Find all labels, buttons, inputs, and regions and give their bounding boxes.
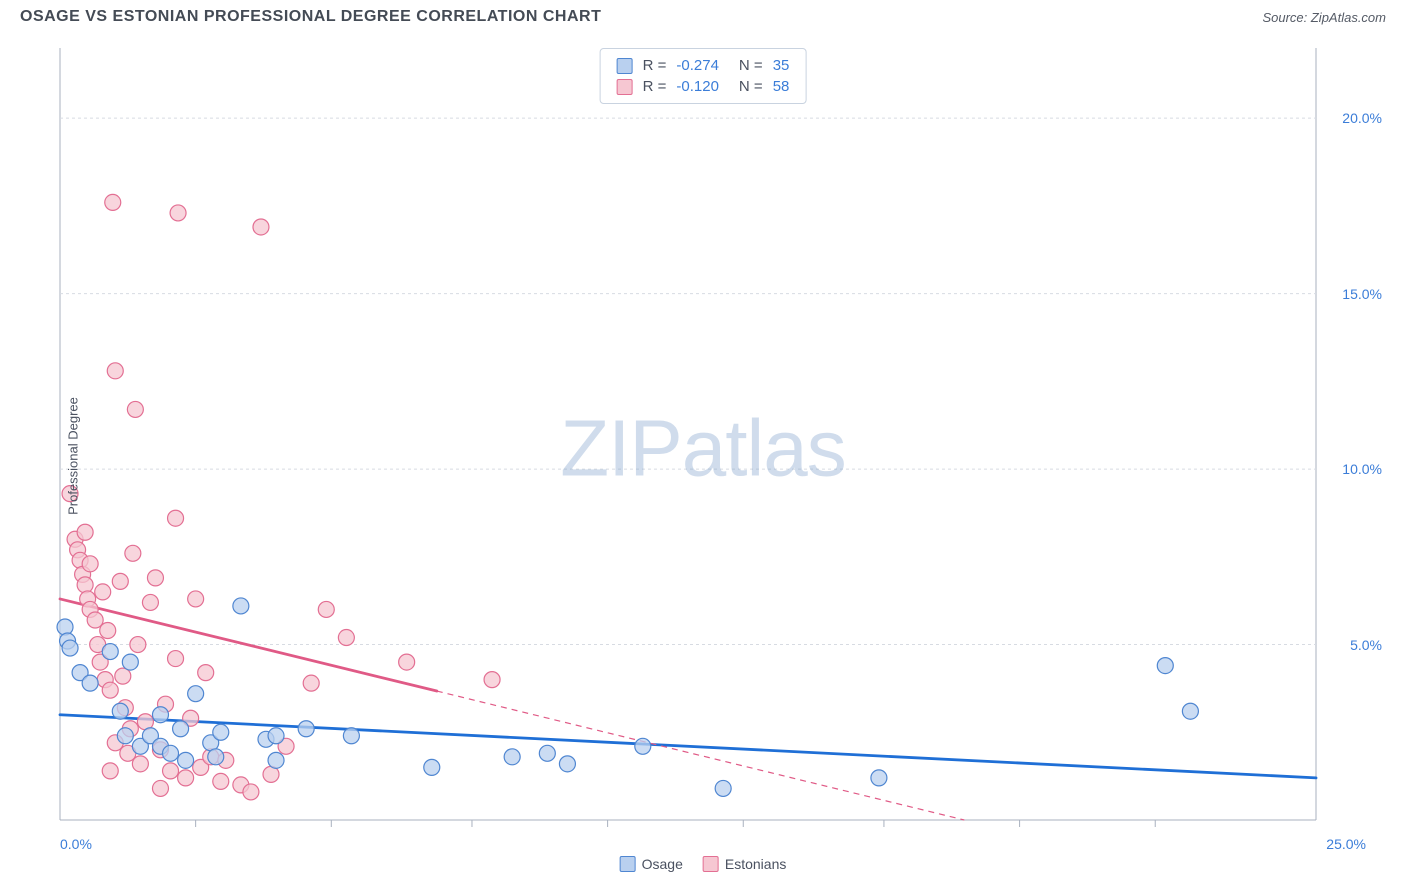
stat-swatch — [617, 58, 633, 74]
legend-swatch — [703, 856, 719, 872]
legend-item-estonians: Estonians — [703, 856, 786, 872]
stat-swatch — [617, 79, 633, 95]
x-tick-min: 0.0% — [60, 836, 92, 852]
stat-r-label: R = — [643, 57, 667, 74]
source-attribution: Source: ZipAtlas.com — [1262, 10, 1386, 25]
stat-r-label: R = — [643, 78, 667, 95]
y-axis-label: Professional Degree — [65, 397, 80, 515]
stat-row-osage: R = -0.274 N = 35 — [617, 55, 790, 76]
chart-title: OSAGE VS ESTONIAN PROFESSIONAL DEGREE CO… — [20, 8, 601, 26]
legend-swatch — [620, 856, 636, 872]
legend-label: Estonians — [725, 856, 786, 872]
stat-n-label: N = — [739, 78, 763, 95]
stat-n-value: 58 — [773, 78, 790, 95]
legend-item-osage: Osage — [620, 856, 683, 872]
scatter-chart — [20, 40, 1386, 872]
stat-r-value: -0.120 — [676, 78, 719, 95]
y-tick-label: 20.0% — [1342, 110, 1382, 126]
x-tick-max: 25.0% — [1326, 836, 1366, 852]
chart-container: Professional Degree ZIPatlas R =-0.274N … — [20, 40, 1386, 872]
y-tick-label: 5.0% — [1350, 637, 1382, 653]
source-name: ZipAtlas.com — [1311, 10, 1386, 25]
y-tick-label: 15.0% — [1342, 286, 1382, 302]
stat-n-value: 35 — [773, 57, 790, 74]
legend-label: Osage — [642, 856, 683, 872]
correlation-stat-box: R = -0.274 N = 35 R = -0.120 N = 58 — [600, 48, 807, 104]
stat-n-label: N = — [739, 57, 763, 74]
stat-r-value: -0.274 — [676, 57, 719, 74]
legend-bottom: Osage Estonians — [620, 856, 787, 872]
source-prefix: Source: — [1262, 10, 1310, 25]
stat-row-estonians: R = -0.120 N = 58 — [617, 76, 790, 97]
y-tick-label: 10.0% — [1342, 461, 1382, 477]
